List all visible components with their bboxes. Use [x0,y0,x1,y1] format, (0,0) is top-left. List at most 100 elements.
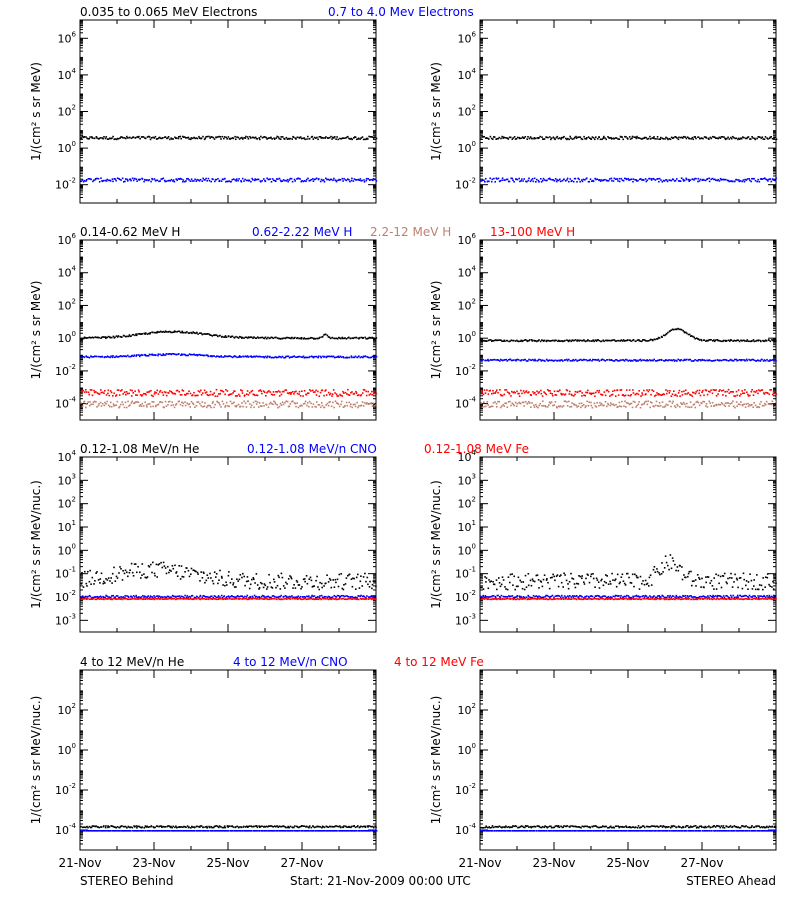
data-point [296,136,299,139]
data-point [162,330,164,333]
data-point [309,355,311,358]
data-point [164,180,167,183]
data-point [217,393,220,395]
data-point [775,400,778,403]
data-point [677,392,680,394]
data-point [484,340,486,342]
data-point [519,340,522,342]
data-point [148,403,151,405]
data-point [148,136,151,138]
data-point [487,180,489,183]
data-point [727,136,729,139]
data-point [146,391,148,393]
data-point [134,598,136,600]
data-point [332,579,334,581]
data-point [505,358,508,361]
data-point [323,595,326,598]
data-point [614,137,617,139]
data-point [212,582,215,585]
data-point [308,137,311,140]
data-point [672,400,674,403]
data-point [727,360,730,362]
data-point [276,584,279,587]
data-point [87,401,89,403]
data-point [682,359,684,362]
data-point [548,401,551,403]
data-point [194,597,197,600]
data-point [220,389,222,392]
data-point [265,136,267,139]
data-point [644,339,646,342]
data-point [612,360,615,362]
data-point [269,178,271,180]
data-point [521,136,524,138]
data-point [225,136,227,139]
data-point [94,598,97,601]
data-point [724,178,727,181]
data-point [283,357,285,359]
data-point [566,401,568,403]
data-point [642,178,644,181]
data-point [541,136,543,138]
data-point [661,336,663,338]
data-point [181,330,184,333]
data-point [342,390,344,393]
data-point [729,358,732,361]
data-point [649,338,652,341]
data-point [503,405,506,407]
data-point [232,392,234,394]
data-point [212,596,214,599]
data-point [278,595,280,598]
data-point [123,572,126,575]
data-point [239,336,242,338]
data-point [559,340,562,342]
data-point [684,136,687,138]
data-point [304,597,307,600]
data-point [151,178,154,181]
data-point [269,355,271,358]
series-2 [80,597,377,601]
data-point [677,180,680,182]
data-point [359,356,362,359]
data-point [318,178,320,180]
data-point [717,359,719,361]
data-point [123,181,125,183]
data-point [744,340,746,342]
data-point [252,136,254,139]
data-point [569,135,571,138]
data-point [297,595,300,597]
data-point [362,405,365,407]
data-point [606,405,608,408]
data-point [157,393,160,395]
data-point [321,586,323,589]
data-point [204,392,207,394]
data-point [92,356,95,358]
data-point [645,180,648,183]
data-point [91,576,94,579]
data-point [302,578,305,581]
data-point [225,180,227,183]
data-point [128,334,131,336]
data-point [245,580,248,583]
data-point [693,403,696,405]
data-point [193,180,195,182]
data-point [604,360,606,362]
data-point [516,339,518,342]
data-point [349,405,352,408]
data-point [217,596,219,598]
data-point [341,177,344,180]
data-point [229,595,232,598]
data-point [534,137,537,140]
data-point [90,178,92,181]
data-point [722,178,725,181]
data-point [341,598,343,600]
data-point [291,356,293,358]
data-point [231,578,233,580]
data-point [263,583,266,585]
data-point [116,598,119,600]
data-point [291,138,293,140]
data-point [559,180,562,183]
data-point [683,403,686,405]
data-point [713,340,716,343]
data-point [116,577,119,579]
